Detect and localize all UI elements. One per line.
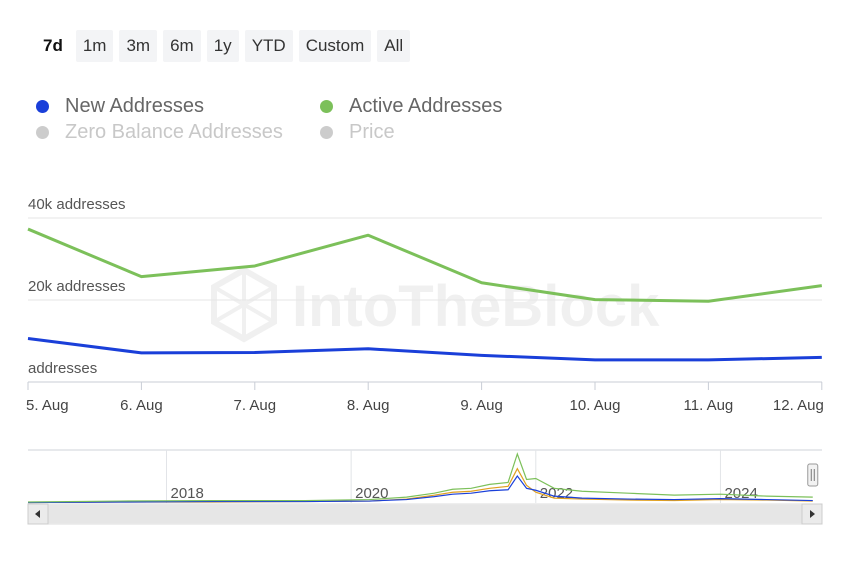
navigator-series-price bbox=[27, 467, 813, 504]
navigator[interactable]: 2018 2020 2022 2024 bbox=[27, 449, 823, 525]
legend-dot-icon bbox=[320, 99, 333, 113]
arrow-right-icon bbox=[810, 510, 815, 518]
legend-item-active-addresses[interactable]: Active Addresses bbox=[320, 94, 556, 118]
legend-label: Active Addresses bbox=[349, 94, 503, 117]
y-tick-label: addresses bbox=[28, 360, 97, 377]
x-tick-label: 12. Aug bbox=[773, 397, 824, 414]
legend-label: Price bbox=[349, 120, 395, 143]
navigator-year-label: 2018 bbox=[170, 485, 203, 502]
y-tick-label: 20k addresses bbox=[28, 278, 126, 295]
legend-dot-icon bbox=[36, 99, 49, 113]
x-tick-label: 6. Aug bbox=[120, 397, 163, 414]
navigator-handle[interactable] bbox=[807, 463, 819, 487]
scrollbar-thumb[interactable] bbox=[48, 505, 813, 523]
range-button-7d[interactable]: 7d bbox=[43, 36, 63, 55]
legend-item-zero-balance-addresses[interactable]: Zero Balance Addresses bbox=[36, 120, 320, 144]
legend-dot-icon bbox=[36, 125, 49, 139]
range-selector: 7d 1m 3m 6m 1y YTD Custom All bbox=[36, 30, 411, 62]
legend-label: New Addresses bbox=[65, 94, 204, 117]
navigator-year-label: 2024 bbox=[724, 485, 757, 502]
watermark-text: IntoTheBlock bbox=[292, 274, 660, 339]
x-tick-label: 11. Aug bbox=[684, 397, 734, 414]
range-button-3m[interactable]: 3m bbox=[119, 30, 158, 62]
intotheblock-watermark: IntoTheBlock bbox=[211, 266, 660, 343]
range-button-1y[interactable]: 1y bbox=[206, 30, 239, 62]
range-button-6m[interactable]: 6m bbox=[163, 30, 201, 62]
x-tick-label: 9. Aug bbox=[460, 397, 503, 414]
legend-item-new-addresses[interactable]: New Addresses bbox=[36, 94, 320, 118]
y-axis-labels: addresses 20k addresses 40k addresses bbox=[28, 196, 126, 377]
x-tick-label: 7. Aug bbox=[234, 397, 277, 414]
range-button-all[interactable]: All bbox=[377, 30, 411, 62]
arrow-left-icon bbox=[35, 510, 40, 518]
series-line-active-addresses[interactable] bbox=[27, 227, 823, 303]
intotheblock-logo-icon bbox=[211, 266, 277, 343]
navigator-series-active-addresses bbox=[27, 452, 813, 503]
legend: New Addresses Active Addresses Zero Balanc… bbox=[36, 94, 556, 144]
range-button-custom[interactable]: Custom bbox=[298, 30, 372, 62]
range-button-1m[interactable]: 1m bbox=[75, 30, 114, 62]
y-tick-label: 40k addresses bbox=[28, 196, 126, 213]
series-lines bbox=[27, 227, 823, 362]
x-tick-label: 5. Aug bbox=[26, 397, 69, 414]
x-axis: 5. Aug 6. Aug 7. Aug 8. Aug 9. Aug 10. Aug 11.… bbox=[26, 382, 824, 414]
x-tick-label: 10. Aug bbox=[570, 397, 621, 414]
legend-item-price[interactable]: Price bbox=[320, 120, 556, 144]
series-line-new-addresses[interactable] bbox=[27, 337, 822, 362]
navigator-year-label: 2020 bbox=[355, 485, 388, 502]
navigator-series-new-addresses bbox=[27, 475, 813, 504]
legend-dot-icon bbox=[320, 125, 333, 139]
x-tick-label: 8. Aug bbox=[347, 397, 390, 414]
range-button-ytd[interactable]: YTD bbox=[244, 30, 293, 62]
legend-label: Zero Balance Addresses bbox=[65, 120, 283, 143]
